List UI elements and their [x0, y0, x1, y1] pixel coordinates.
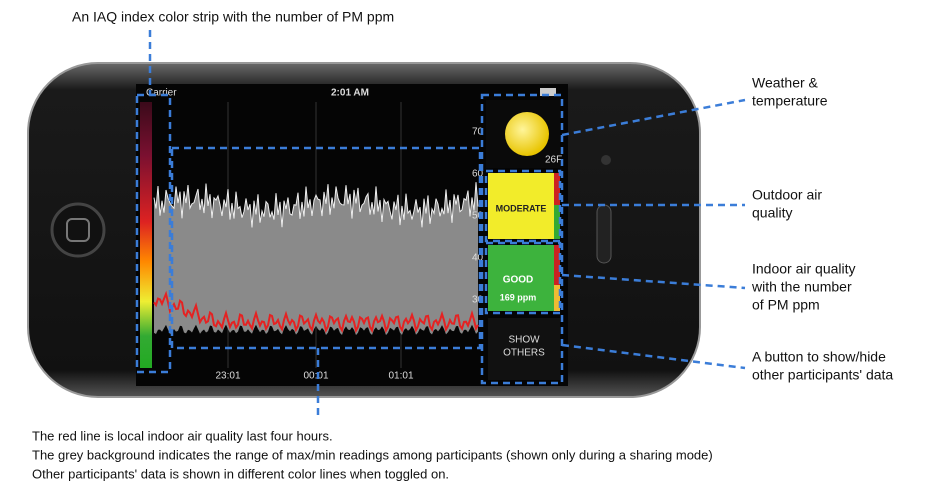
caption: The grey background indicates the range … — [32, 447, 713, 462]
outdoor-box — [488, 173, 554, 239]
indoor-box — [488, 245, 554, 311]
annotation: A button to show/hide — [752, 349, 886, 365]
outdoor-scale-low — [554, 205, 560, 239]
clock: 2:01 AM — [331, 88, 369, 99]
outdoor-callout — [484, 169, 562, 243]
y-label: 50 — [472, 211, 484, 222]
button-text[interactable]: SHOW — [508, 335, 540, 346]
x-label: 01:01 — [388, 371, 413, 382]
y-label: 30 — [472, 295, 484, 306]
iaq-strip — [140, 102, 152, 368]
annotation: of PM ppm — [752, 297, 820, 313]
caption: Other participants' data is shown in dif… — [32, 466, 449, 481]
y-labels: 70 60 50 40 30 — [472, 127, 484, 306]
indoor-line — [153, 290, 479, 334]
panel-callout — [480, 93, 564, 385]
annotation: temperature — [752, 93, 828, 109]
home-button — [50, 202, 106, 258]
indoor-scale-low — [554, 285, 560, 311]
temperature: 26F — [545, 155, 562, 166]
indoor-ppm: 169 ppm — [500, 292, 537, 302]
x-label: 23:01 — [215, 371, 240, 382]
range-band — [154, 182, 478, 336]
annotation: Indoor air quality — [752, 261, 856, 277]
x-label: 00:01 — [303, 371, 328, 382]
annotation: Weather & — [752, 75, 819, 91]
caption: The red line is local indoor air quality… — [32, 428, 333, 443]
leader — [561, 343, 746, 370]
indoor-callout — [484, 241, 562, 315]
sun-icon — [505, 112, 549, 156]
battery — [540, 88, 556, 96]
indoor-scale — [554, 245, 560, 311]
annotation: quality — [752, 205, 792, 221]
annotation: Outdoor air — [752, 187, 822, 203]
y-label: 60 — [472, 169, 484, 180]
camera — [601, 155, 611, 165]
button-text[interactable]: OTHERS — [503, 348, 545, 359]
y-label: 70 — [472, 127, 484, 138]
max-line — [153, 182, 479, 228]
annotation: An IAQ index color strip with the number… — [72, 9, 394, 25]
speaker — [596, 204, 612, 264]
graph-callout — [170, 146, 482, 350]
leader — [561, 273, 746, 290]
strip-callout — [135, 93, 172, 374]
home-icon — [66, 218, 90, 242]
show-others-button[interactable] — [488, 318, 560, 380]
annotation: with the number — [751, 279, 852, 295]
carrier: Carrier — [146, 88, 177, 99]
graph — [153, 102, 479, 368]
indoor-label: GOOD — [503, 275, 534, 286]
outdoor-label: MODERATE — [496, 203, 547, 213]
annotation: other participants' data — [752, 367, 893, 383]
y-label: 40 — [472, 253, 484, 264]
